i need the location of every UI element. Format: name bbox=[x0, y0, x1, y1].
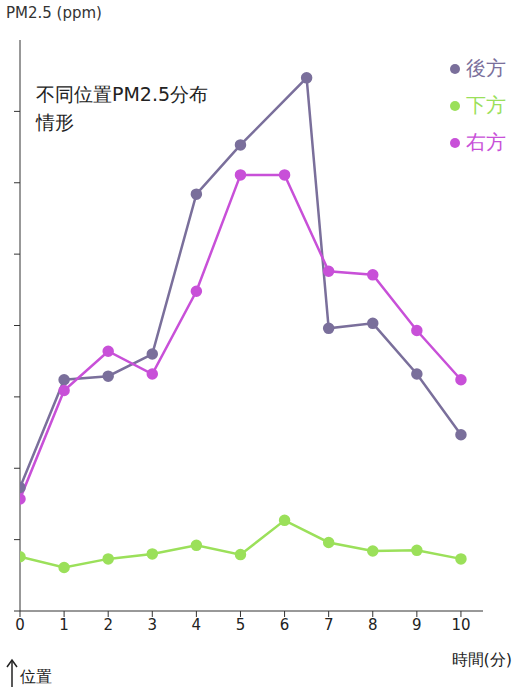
html-text:時間(分): 時間(分) bbox=[451, 650, 512, 669]
html-text:PM2.5 (ppm): PM2.5 (ppm) bbox=[6, 4, 102, 22]
svg-text:7: 7 bbox=[324, 616, 334, 634]
html-text:下方: 下方 bbox=[466, 93, 506, 117]
svg-text:4: 4 bbox=[192, 616, 202, 634]
svg-text:0: 0 bbox=[15, 616, 25, 634]
html-text:位置: 位置 bbox=[20, 667, 52, 686]
svg-text:1: 1 bbox=[59, 616, 69, 634]
html-text:右方: 右方 bbox=[466, 130, 506, 154]
svg-text:8: 8 bbox=[368, 616, 378, 634]
svg-text:3: 3 bbox=[148, 616, 158, 634]
svg-text:2: 2 bbox=[103, 616, 113, 634]
svg-text:5: 5 bbox=[236, 616, 246, 634]
svg-text:9: 9 bbox=[412, 616, 422, 634]
html-text:後方: 後方 bbox=[466, 56, 506, 80]
svg-text:10: 10 bbox=[451, 616, 470, 634]
svg-text:6: 6 bbox=[280, 616, 290, 634]
html-text:不同位置PM2.5分布情形: 不同位置PM2.5分布情形 bbox=[36, 83, 209, 133]
